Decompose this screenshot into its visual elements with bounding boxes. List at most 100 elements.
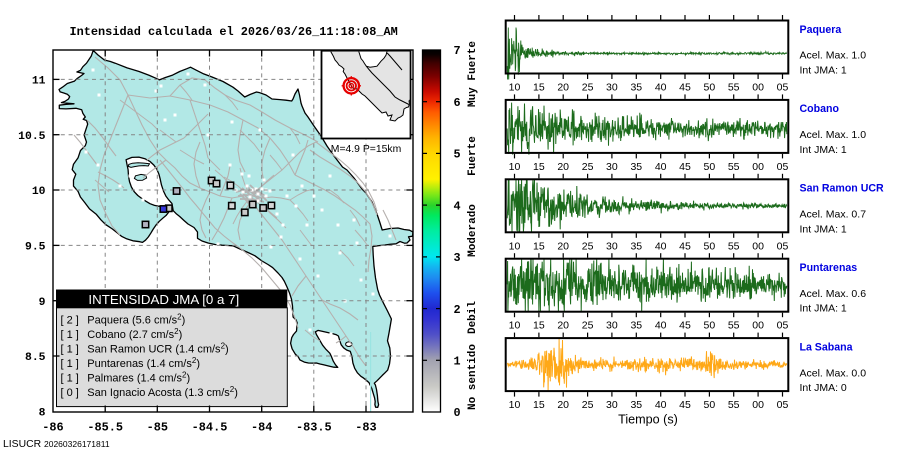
svg-text:50: 50 — [704, 320, 716, 332]
svg-text:San Ramon UCR (1.4 cm/s2): San Ramon UCR (1.4 cm/s2) — [87, 341, 228, 355]
svg-text:Int JMA: 1: Int JMA: 1 — [800, 144, 847, 156]
svg-text:50: 50 — [704, 240, 716, 252]
svg-text:05: 05 — [777, 82, 789, 94]
svg-text:[ 2 ]: [ 2 ] — [61, 314, 79, 326]
svg-text:3: 3 — [454, 251, 461, 265]
svg-text:-83.5: -83.5 — [296, 421, 332, 435]
svg-text:45: 45 — [679, 320, 691, 332]
svg-text:Acel. Max. 1.0: Acel. Max. 1.0 — [800, 129, 867, 141]
svg-text:Cobano: Cobano — [800, 103, 840, 115]
svg-text:45: 45 — [679, 82, 691, 94]
svg-text:00: 00 — [752, 240, 764, 252]
svg-text:50: 50 — [704, 161, 716, 173]
svg-text:San Ignacio Acosta (1.3 cm/s2): San Ignacio Acosta (1.3 cm/s2) — [87, 385, 238, 399]
svg-text:Cobano (2.7 cm/s2): Cobano (2.7 cm/s2) — [87, 327, 182, 341]
svg-text:40: 40 — [655, 399, 667, 411]
svg-text:30: 30 — [606, 320, 618, 332]
svg-text:-86: -86 — [42, 421, 63, 435]
svg-text:Tiempo (s): Tiempo (s) — [618, 412, 678, 426]
svg-text:[ 1 ]: [ 1 ] — [61, 373, 79, 385]
svg-text:55: 55 — [728, 161, 740, 173]
svg-text:45: 45 — [679, 161, 691, 173]
svg-text:15: 15 — [533, 161, 545, 173]
svg-text:15: 15 — [533, 82, 545, 94]
svg-text:15: 15 — [533, 320, 545, 332]
svg-text:25: 25 — [582, 399, 594, 411]
svg-text:20: 20 — [557, 161, 569, 173]
svg-text:4: 4 — [454, 199, 461, 213]
svg-text:No sentido: No sentido — [467, 344, 479, 410]
svg-text:Debil: Debil — [467, 301, 479, 334]
svg-text:30: 30 — [606, 82, 618, 94]
svg-text:Acel. Max. 0.6: Acel. Max. 0.6 — [800, 288, 867, 300]
svg-text:Acel. Max. 0.0: Acel. Max. 0.0 — [800, 367, 867, 379]
svg-text:M=4.9 P=15km: M=4.9 P=15km — [331, 144, 401, 155]
svg-text:35: 35 — [630, 240, 642, 252]
svg-text:40: 40 — [655, 240, 667, 252]
svg-text:10: 10 — [509, 82, 521, 94]
svg-text:6: 6 — [454, 96, 461, 110]
svg-text:15: 15 — [533, 240, 545, 252]
svg-text:7: 7 — [454, 44, 461, 58]
svg-text:Int JMA: 1: Int JMA: 1 — [800, 223, 847, 235]
svg-text:40: 40 — [655, 320, 667, 332]
svg-text:Acel. Max. 0.7: Acel. Max. 0.7 — [800, 209, 867, 221]
svg-text:45: 45 — [679, 399, 691, 411]
svg-text:8.5: 8.5 — [25, 352, 46, 364]
svg-text:05: 05 — [777, 240, 789, 252]
svg-text:55: 55 — [728, 320, 740, 332]
svg-text:Acel. Max. 1.0: Acel. Max. 1.0 — [800, 50, 867, 62]
svg-text:Paquera (5.6 cm/s2): Paquera (5.6 cm/s2) — [87, 312, 185, 326]
svg-text:30: 30 — [606, 161, 618, 173]
svg-text:-83: -83 — [355, 421, 376, 435]
svg-text:Muy Fuerte: Muy Fuerte — [467, 41, 479, 107]
svg-text:San Ramon UCR: San Ramon UCR — [800, 183, 885, 195]
svg-text:20: 20 — [557, 320, 569, 332]
svg-text:10: 10 — [509, 399, 521, 411]
svg-text:25: 25 — [582, 320, 594, 332]
svg-text:00: 00 — [752, 161, 764, 173]
svg-text:-85.5: -85.5 — [87, 421, 123, 435]
svg-text:30: 30 — [606, 240, 618, 252]
svg-text:1: 1 — [454, 355, 461, 369]
svg-text:45: 45 — [679, 240, 691, 252]
svg-text:35: 35 — [630, 399, 642, 411]
svg-text:Int JMA: 0: Int JMA: 0 — [800, 382, 847, 394]
svg-text:25: 25 — [582, 161, 594, 173]
svg-text:2: 2 — [454, 303, 461, 317]
svg-text:Fuerte: Fuerte — [467, 136, 479, 176]
svg-text:10: 10 — [509, 161, 521, 173]
svg-text:35: 35 — [630, 82, 642, 94]
svg-text:Paquera: Paquera — [800, 24, 842, 36]
svg-text:20: 20 — [557, 240, 569, 252]
svg-text:[ 1 ]: [ 1 ] — [61, 343, 79, 355]
svg-text:La Sabana: La Sabana — [800, 341, 853, 353]
svg-text:9: 9 — [39, 297, 46, 309]
svg-text:55: 55 — [728, 399, 740, 411]
svg-text:INTENSIDAD JMA [0 a 7]: INTENSIDAD JMA [0 a 7] — [88, 292, 239, 307]
svg-text:55: 55 — [728, 82, 740, 94]
svg-text:11: 11 — [32, 76, 46, 88]
svg-text:10: 10 — [509, 240, 521, 252]
svg-text:10: 10 — [509, 320, 521, 332]
svg-text:50: 50 — [704, 82, 716, 94]
svg-text:15: 15 — [533, 399, 545, 411]
svg-text:5: 5 — [454, 148, 461, 162]
svg-text:25: 25 — [582, 82, 594, 94]
svg-text:35: 35 — [630, 161, 642, 173]
svg-text:00: 00 — [752, 82, 764, 94]
svg-text:35: 35 — [630, 320, 642, 332]
svg-text:55: 55 — [728, 240, 740, 252]
svg-text:Puntarenas (1.4 cm/s2): Puntarenas (1.4 cm/s2) — [87, 356, 200, 370]
svg-text:-85: -85 — [147, 421, 168, 435]
svg-text:LISUCR 20260326171811: LISUCR 20260326171811 — [3, 439, 110, 450]
svg-text:[ 1 ]: [ 1 ] — [61, 358, 79, 370]
svg-text:Int JMA: 1: Int JMA: 1 — [800, 303, 847, 315]
svg-text:-84.5: -84.5 — [192, 421, 228, 435]
svg-text:[ 1 ]: [ 1 ] — [61, 329, 79, 341]
svg-text:05: 05 — [777, 320, 789, 332]
svg-text:20: 20 — [557, 82, 569, 94]
svg-text:Int JMA: 1: Int JMA: 1 — [800, 65, 847, 77]
svg-text:00: 00 — [752, 399, 764, 411]
svg-text:40: 40 — [655, 161, 667, 173]
